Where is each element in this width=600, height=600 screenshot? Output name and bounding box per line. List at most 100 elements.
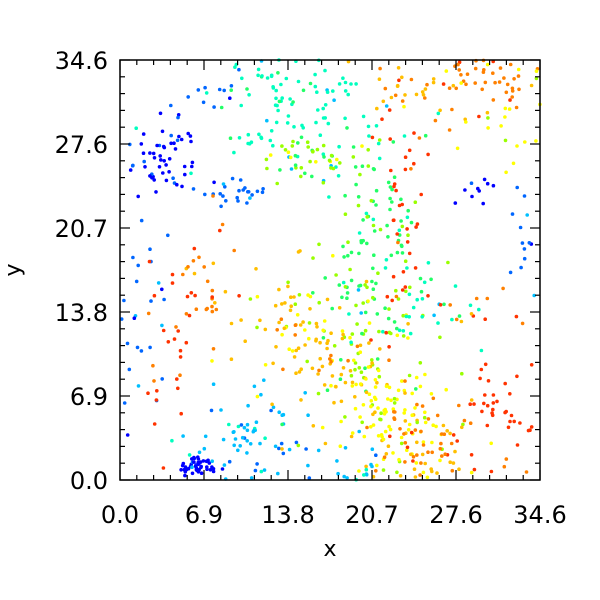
data-point [322, 383, 327, 387]
data-point [196, 455, 200, 460]
data-point [358, 343, 363, 348]
data-point [422, 280, 427, 285]
data-point [280, 447, 284, 451]
data-point [401, 334, 406, 338]
data-point [529, 83, 534, 88]
data-point [431, 396, 436, 401]
data-point [314, 321, 319, 326]
data-point [350, 384, 355, 388]
data-point [396, 240, 400, 245]
data-point [171, 176, 175, 180]
data-point [449, 441, 454, 446]
data-point [197, 450, 202, 455]
data-point [420, 297, 425, 301]
data-point [448, 460, 453, 465]
data-point [374, 281, 378, 286]
data-point [403, 460, 407, 464]
data-point [321, 328, 326, 333]
data-point [391, 140, 396, 144]
data-point [182, 164, 187, 169]
data-point [366, 299, 370, 304]
data-point [373, 410, 377, 415]
data-point [470, 194, 474, 199]
data-point [415, 222, 420, 226]
data-point [297, 293, 302, 297]
data-point [375, 380, 379, 385]
data-point [403, 285, 408, 289]
data-point [413, 406, 417, 410]
data-point [529, 363, 534, 367]
data-point [257, 132, 261, 137]
data-point [196, 88, 201, 92]
data-point [157, 165, 162, 169]
data-point [371, 287, 376, 292]
data-point [189, 139, 193, 144]
data-point [245, 428, 250, 433]
data-point [336, 174, 341, 178]
data-point [357, 284, 361, 288]
data-point [252, 384, 257, 389]
data-point [119, 317, 124, 321]
data-point [388, 207, 392, 212]
data-point [366, 148, 371, 152]
data-point [292, 295, 296, 299]
data-point [321, 152, 326, 156]
data-point [389, 95, 394, 100]
data-point [413, 266, 418, 270]
data-point [265, 118, 269, 123]
data-point [461, 79, 466, 83]
data-point [491, 183, 496, 188]
y-axis-label: y [1, 263, 26, 276]
data-point [146, 391, 150, 396]
data-point [292, 125, 296, 129]
data-point [469, 453, 474, 457]
data-point [451, 83, 456, 88]
data-point [464, 82, 468, 87]
data-point [527, 241, 532, 245]
data-point [210, 459, 214, 464]
data-point [179, 411, 183, 416]
data-point [135, 345, 140, 350]
data-point [400, 75, 404, 80]
data-point [510, 86, 515, 91]
data-point [271, 405, 276, 410]
data-point [273, 444, 278, 449]
data-point [442, 302, 446, 307]
data-point [288, 155, 293, 160]
data-point [158, 111, 163, 116]
data-point [348, 369, 353, 373]
data-point [136, 263, 140, 268]
data-point [370, 447, 375, 452]
data-point [529, 425, 534, 429]
data-point [486, 379, 491, 383]
data-point [370, 358, 374, 362]
data-point [152, 156, 157, 160]
data-point [405, 445, 410, 450]
data-point [195, 468, 199, 473]
data-point [343, 446, 348, 450]
data-point [516, 74, 521, 78]
data-point [283, 301, 287, 305]
data-point [451, 461, 456, 465]
data-point [369, 425, 373, 429]
data-point [362, 434, 367, 439]
data-point [381, 329, 385, 334]
data-point [423, 133, 428, 138]
data-point [325, 297, 330, 302]
axis-ticks [119, 59, 541, 481]
data-point [435, 413, 440, 418]
data-point [404, 314, 409, 319]
data-point [388, 196, 392, 201]
data-point [400, 251, 405, 255]
data-point [480, 87, 485, 92]
data-point [415, 402, 419, 407]
data-point [308, 294, 313, 299]
data-point [474, 296, 479, 301]
data-point [522, 194, 527, 198]
data-point [386, 180, 391, 185]
data-point [321, 336, 326, 340]
data-point [399, 435, 404, 440]
data-point [301, 320, 305, 324]
data-point [419, 289, 424, 294]
data-point [420, 90, 425, 94]
